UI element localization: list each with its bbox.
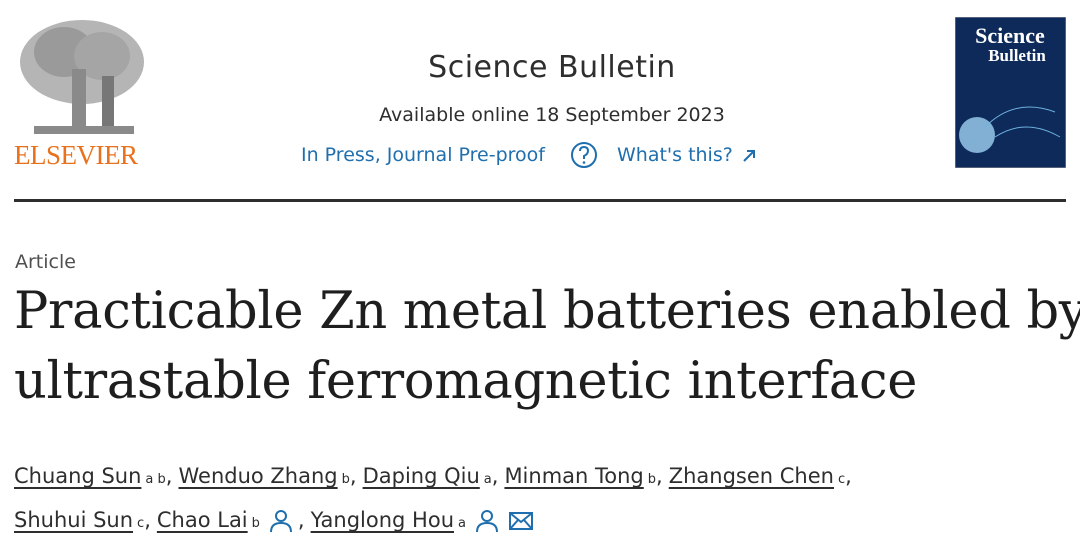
affiliation-mark: c bbox=[837, 472, 846, 487]
affiliation: a b bbox=[145, 472, 165, 487]
affiliation-mark: a bbox=[458, 516, 466, 531]
author-line: Chuang Sun a b, Wenduo Zhang b, Daping Qiu… bbox=[14, 464, 858, 488]
cover-title: Bulletin bbox=[988, 46, 1046, 65]
author-name[interactable]: Chuang Sun bbox=[14, 464, 142, 488]
author-name[interactable]: Chao Lai bbox=[156, 508, 248, 532]
affiliation-mark: b bbox=[157, 472, 166, 487]
separator: , bbox=[845, 464, 852, 488]
help-icon bbox=[570, 142, 597, 168]
publisher-logo bbox=[20, 20, 144, 134]
help-link[interactable]: What's this? bbox=[616, 144, 733, 166]
affiliation-mark: b bbox=[341, 472, 350, 487]
separator: , bbox=[349, 464, 357, 488]
author-name[interactable]: Wenduo Zhang bbox=[178, 464, 338, 488]
person-icon[interactable] bbox=[474, 508, 500, 534]
affiliation-mark: b bbox=[647, 472, 657, 487]
author-name[interactable]: Zhangsen Chen bbox=[668, 464, 834, 488]
affiliation-mark: c bbox=[137, 516, 145, 531]
status-link[interactable]: In Press, Journal Pre-proof bbox=[301, 144, 545, 166]
affiliation-mark: a bbox=[145, 472, 154, 487]
journal-title[interactable]: Science Bulletin bbox=[428, 50, 676, 85]
article-type: Article bbox=[15, 251, 76, 273]
affiliation-mark: b bbox=[251, 516, 260, 531]
separator: , bbox=[491, 464, 499, 488]
cover-title: Science bbox=[975, 23, 1045, 48]
author-name[interactable]: Shuhui Sun bbox=[14, 508, 134, 532]
journal-cover[interactable]: Science Bulletin bbox=[955, 17, 1066, 168]
person-icon[interactable] bbox=[268, 508, 294, 534]
separator: , bbox=[165, 464, 173, 488]
separator: , bbox=[144, 508, 151, 532]
publisher-name: ELSEVIER bbox=[14, 140, 138, 170]
separator: , bbox=[656, 464, 663, 488]
author-line: Shuhui Sun c, Chao Lai b , Yanglong Hou a bbox=[14, 508, 534, 534]
article-title: ultrastable ferromagnetic interface bbox=[14, 352, 918, 411]
affiliation-mark: a bbox=[483, 472, 492, 487]
author-name[interactable]: Daping Qiu bbox=[362, 464, 480, 488]
external-icon bbox=[743, 150, 755, 162]
article-title: Practicable Zn metal batteries enabled b… bbox=[14, 282, 1080, 341]
availability: Available online 18 September 2023 bbox=[379, 104, 725, 126]
header-rule bbox=[14, 199, 1066, 202]
author-name[interactable]: Yanglong Hou bbox=[310, 508, 454, 532]
author-name[interactable]: Minman Tong bbox=[504, 464, 644, 488]
status-row: In Press, Journal Pre-proof What's this? bbox=[301, 141, 765, 169]
separator: , bbox=[297, 508, 305, 532]
email-icon[interactable] bbox=[508, 508, 534, 534]
